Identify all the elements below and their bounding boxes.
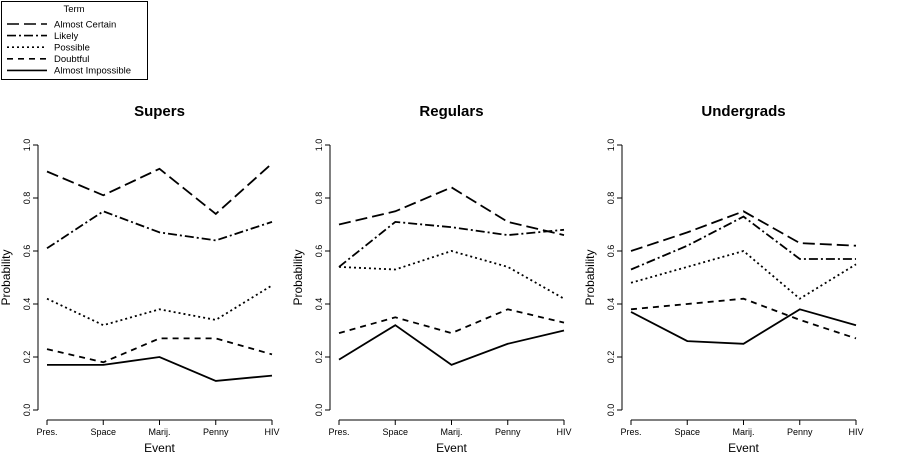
series-line-almost-impossible — [47, 356, 273, 382]
series-line-likely — [338, 220, 565, 268]
x-tick-label: Penny — [203, 427, 229, 437]
series-line-almost-impossible — [630, 308, 857, 345]
panel-title: Undergrads — [701, 103, 785, 120]
y-axis-label: Probability — [0, 249, 13, 305]
series-line-likely — [46, 210, 273, 250]
x-tick-label: Space — [382, 427, 408, 437]
x-tick-label: Penny — [787, 427, 813, 437]
legend-item-label: Almost Impossible — [54, 66, 131, 77]
x-tick-label: Pres. — [36, 427, 57, 437]
series-line-likely — [630, 215, 856, 271]
x-axis-label: Event — [144, 441, 175, 455]
series-line-possible — [338, 250, 565, 300]
y-tick-label: 0.2 — [314, 351, 324, 364]
y-tick-label: 0.8 — [22, 192, 32, 205]
legend-item-label: Almost Certain — [54, 19, 116, 30]
y-tick-label: 0.6 — [606, 245, 616, 258]
panel-title: Supers — [134, 103, 185, 120]
y-tick-label: 0.0 — [22, 404, 32, 417]
series-line-doubtful — [338, 308, 565, 335]
x-tick-label: HIV — [848, 427, 863, 437]
y-axis-label: Probability — [583, 249, 597, 305]
x-tick-label: Marij. — [733, 427, 755, 437]
y-axis-label: Probability — [291, 249, 305, 305]
y-tick-label: 1.0 — [314, 139, 324, 152]
x-tick-label: Pres. — [620, 427, 641, 437]
x-tick-label: Marij. — [441, 427, 463, 437]
y-tick-label: 1.0 — [22, 139, 32, 152]
series-line-almost-certain — [630, 210, 857, 252]
x-tick-label: Penny — [495, 427, 521, 437]
y-tick-label: 0.4 — [22, 298, 32, 311]
x-tick-label: HIV — [264, 427, 279, 437]
legend: Term Almost CertainLikelyPossibleDoubtful… — [1, 1, 148, 80]
x-tick-label: HIV — [556, 427, 571, 437]
x-tick-label: Space — [674, 427, 700, 437]
y-tick-label: 0.4 — [314, 298, 324, 311]
series-line-almost-certain — [338, 186, 565, 236]
series-line-almost-certain — [46, 162, 273, 216]
series-line-possible — [46, 284, 273, 327]
y-tick-label: 0.2 — [606, 351, 616, 364]
legend-title: Term — [63, 4, 84, 15]
legend-item-label: Likely — [54, 31, 79, 42]
panel-supers: Supers 0.0 0.2 0.4 0.6 0.8 1.0 Probability Pres.… — [0, 103, 280, 455]
legend-box — [1, 1, 148, 80]
x-axis-label: Event — [728, 441, 759, 455]
series-line-almost-impossible — [338, 324, 565, 366]
x-tick-label: Pres. — [328, 427, 349, 437]
x-tick-label: Space — [90, 427, 116, 437]
x-tick-label: Marij. — [149, 427, 171, 437]
y-tick-label: 0.0 — [606, 404, 616, 417]
y-tick-label: 0.8 — [314, 192, 324, 205]
y-tick-label: 1.0 — [606, 139, 616, 152]
legend-item-label: Doubtful — [54, 54, 89, 65]
y-tick-label: 0.6 — [22, 245, 32, 258]
series-line-doubtful — [46, 337, 273, 364]
y-tick-label: 0.2 — [22, 351, 32, 364]
series-line-doubtful — [630, 297, 857, 340]
panel-undergrads: Undergrads 0.0 0.2 0.4 0.6 0.8 1.0 Probability P… — [583, 103, 864, 455]
y-tick-label: 0.6 — [314, 245, 324, 258]
series-line-possible — [630, 250, 857, 300]
legend-item-label: Possible — [54, 43, 90, 54]
panel-regulars: Regulars 0.0 0.2 0.4 0.6 0.8 1.0 Probability Pre… — [291, 103, 572, 455]
y-tick-label: 0.4 — [606, 298, 616, 311]
y-tick-label: 0.8 — [606, 192, 616, 205]
x-axis-label: Event — [436, 441, 467, 455]
y-tick-label: 0.0 — [314, 404, 324, 417]
panel-title: Regulars — [419, 103, 483, 120]
